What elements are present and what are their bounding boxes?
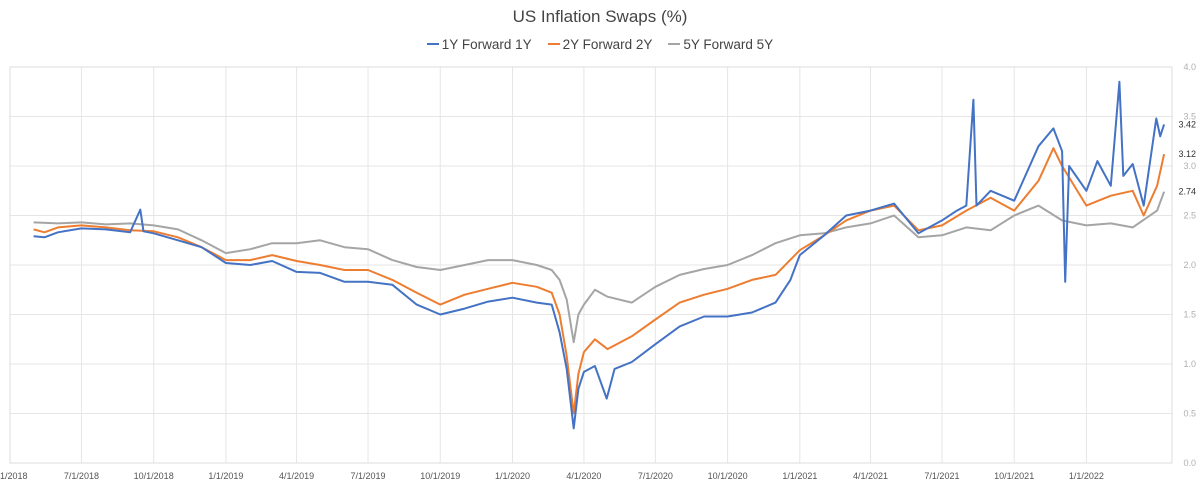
- x-tick-label: 7/1/2018: [64, 471, 99, 481]
- end-value-label: 2.74: [1178, 187, 1196, 197]
- legend-swatch: [547, 43, 560, 46]
- x-tick-label: 10/1/2021: [994, 471, 1034, 481]
- plot-frame: [9, 66, 1173, 464]
- x-tick-label: 1/1/2020: [495, 471, 530, 481]
- y-tick-label: 0.0: [1183, 458, 1196, 468]
- chart-title: US Inflation Swaps (%): [512, 7, 688, 26]
- y-tick-label: 1.5: [1183, 310, 1196, 320]
- x-tick-label: 4/1/2021: [853, 471, 888, 481]
- x-tick-label: 10/1/2019: [420, 471, 460, 481]
- x-tick-label: 10/1/2020: [708, 471, 748, 481]
- x-tick-label: 1/1/2021: [782, 471, 817, 481]
- legend-item: 5Y Forward 5Y: [668, 37, 773, 52]
- series-line-2y-forward-2y: [33, 147, 1166, 415]
- chart-legend: 1Y Forward 1Y 2Y Forward 2Y 5Y Forward 5Y: [0, 37, 1200, 52]
- y-tick-label: 4.0: [1183, 62, 1196, 72]
- x-tick-label: 4/1/2018: [0, 471, 28, 481]
- series-line-1y-forward-1y: [33, 80, 1166, 430]
- y-tick-label: 3.5: [1183, 112, 1196, 122]
- y-tick-label: 0.5: [1183, 409, 1196, 419]
- legend-label: 1Y Forward 1Y: [441, 37, 532, 52]
- x-tick-label: 1/1/2022: [1069, 471, 1104, 481]
- legend-item: 1Y Forward 1Y: [426, 37, 532, 52]
- legend-label: 5Y Forward 5Y: [683, 37, 774, 52]
- y-tick-label: 2.0: [1183, 260, 1196, 270]
- legend-swatch: [426, 43, 439, 46]
- end-value-label: 3.42: [1178, 119, 1196, 129]
- legend-swatch: [668, 43, 681, 46]
- y-tick-label: 3.0: [1183, 161, 1196, 171]
- y-tick-label: 2.5: [1183, 211, 1196, 221]
- legend-item: 2Y Forward 2Y: [547, 37, 653, 52]
- series-line-5y-forward-5y: [33, 191, 1166, 344]
- x-tick-label: 1/1/2019: [208, 471, 243, 481]
- x-tick-label: 7/1/2019: [350, 471, 385, 481]
- x-tick-label: 7/1/2020: [638, 471, 673, 481]
- x-tick-label: 4/1/2019: [279, 471, 314, 481]
- end-value-label: 3.12: [1178, 149, 1196, 159]
- x-tick-label: 4/1/2020: [566, 471, 601, 481]
- y-tick-label: 1.0: [1183, 359, 1196, 369]
- x-tick-label: 7/1/2021: [924, 471, 959, 481]
- legend-label: 2Y Forward 2Y: [562, 37, 653, 52]
- x-tick-label: 10/1/2018: [134, 471, 174, 481]
